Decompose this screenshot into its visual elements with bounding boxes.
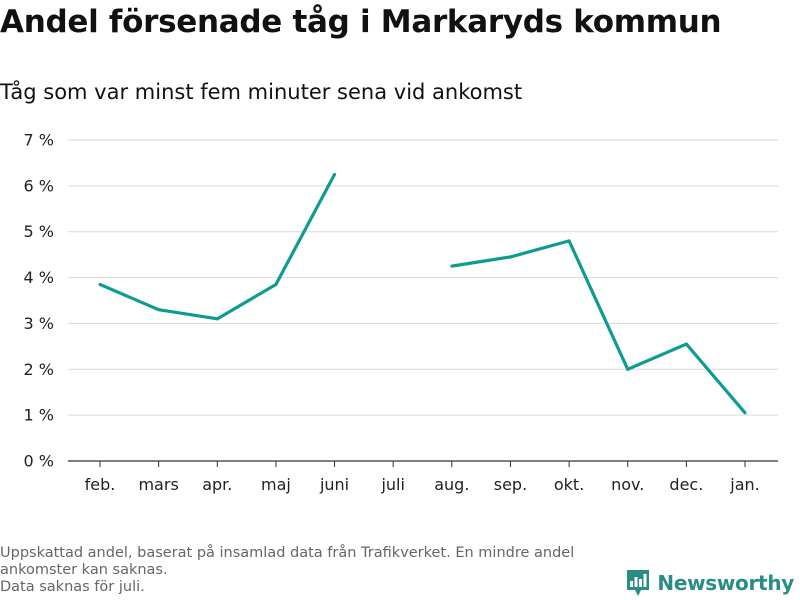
data-point bbox=[333, 172, 337, 176]
x-tick-label: juni bbox=[319, 475, 349, 494]
x-tick-label: mars bbox=[138, 475, 178, 494]
x-tick-label: dec. bbox=[669, 475, 703, 494]
data-point bbox=[508, 255, 512, 259]
chart-title: Andel försenade tåg i Markaryds kommun bbox=[0, 4, 722, 40]
x-tick-label: okt. bbox=[554, 475, 584, 494]
data-point bbox=[743, 411, 747, 415]
footnote-line: Data saknas för juli. bbox=[0, 579, 145, 595]
data-point bbox=[98, 282, 102, 286]
data-point bbox=[450, 264, 454, 268]
gridlines bbox=[68, 139, 778, 416]
y-tick-label: 6 % bbox=[24, 176, 54, 195]
data-point bbox=[215, 317, 219, 321]
y-tick-label: 7 % bbox=[24, 131, 54, 150]
x-tick-label: maj bbox=[261, 475, 291, 494]
series-line-segment bbox=[451, 239, 747, 414]
series-lines bbox=[98, 172, 747, 415]
y-tick-label: 1 % bbox=[24, 406, 54, 425]
x-tick-label: jan. bbox=[729, 475, 759, 494]
data-point bbox=[157, 308, 161, 312]
x-tick-label: apr. bbox=[202, 475, 232, 494]
x-tick-label: sep. bbox=[494, 475, 527, 494]
y-tick-label: 4 % bbox=[24, 268, 54, 287]
y-tick-label: 0 % bbox=[24, 452, 54, 471]
x-tick-label: juli bbox=[380, 475, 404, 494]
footnote: Uppskattad andel, baserat på insamlad da… bbox=[0, 545, 640, 596]
footnote-line: Uppskattad andel, baserat på insamlad da… bbox=[0, 545, 575, 561]
data-point bbox=[567, 239, 571, 243]
footnote-line: ankomster kan saknas. bbox=[0, 562, 168, 578]
x-tick-label: feb. bbox=[85, 475, 116, 494]
y-tick-label: 5 % bbox=[24, 222, 54, 241]
data-point bbox=[274, 282, 278, 286]
y-axis-ticks: 0 % 1 % 2 % 3 % 4 % 5 % 6 % 7 % bbox=[24, 131, 54, 471]
newsworthy-logo-icon bbox=[627, 570, 650, 596]
brand-logo: Newsworthy bbox=[625, 568, 794, 598]
x-tick-label: nov. bbox=[611, 475, 644, 494]
brand-name: Newsworthy bbox=[657, 571, 794, 595]
chart-subtitle: Tåg som var minst fem minuter sena vid a… bbox=[0, 80, 523, 104]
series-line-segment bbox=[99, 173, 336, 321]
data-point bbox=[626, 367, 630, 371]
y-tick-label: 3 % bbox=[24, 314, 54, 333]
y-tick-label: 2 % bbox=[24, 360, 54, 379]
data-point bbox=[684, 342, 688, 346]
line-chart: 0 % 1 % 2 % 3 % 4 % 5 % 6 % 7 % feb. mars apr. maj… bbox=[24, 131, 778, 494]
x-tick-label: aug. bbox=[434, 475, 469, 494]
x-axis-ticks: feb. mars apr. maj juni juli aug. sep. okt. nov. d… bbox=[85, 461, 760, 494]
